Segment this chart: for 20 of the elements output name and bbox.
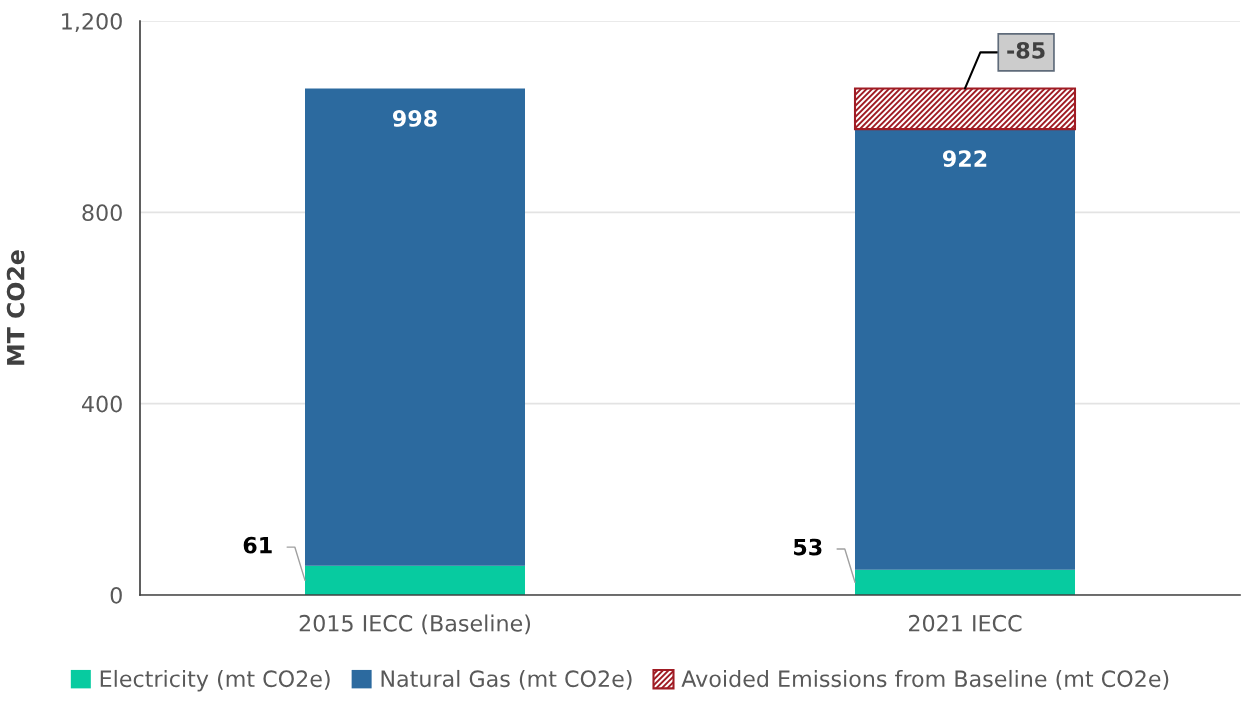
y-tick-label: 0 xyxy=(110,586,122,604)
data-label: 61 xyxy=(243,536,272,554)
legend-label: Natural Gas (mt CO2e) xyxy=(381,669,632,690)
bar xyxy=(305,565,525,595)
data-label: 53 xyxy=(794,538,822,556)
bar xyxy=(853,87,1077,131)
y-axis-title: MT CO2e xyxy=(6,250,25,365)
y-tick-label: 400 xyxy=(82,395,122,413)
x-tick-label: 2021 IECC xyxy=(909,614,1022,632)
legend-label: Avoided Emissions from Baseline (mt CO2e) xyxy=(681,669,1169,690)
data-label: 998 xyxy=(392,110,437,127)
data-label: 922 xyxy=(942,150,987,168)
legend-label: Electricity (mt CO2e) xyxy=(100,669,330,692)
data-label: -85 xyxy=(1007,41,1045,59)
y-tick-label: 800 xyxy=(82,204,122,222)
bar xyxy=(855,569,1075,595)
x-tick-label: 2015 IECC (Baseline) xyxy=(299,614,531,635)
bar xyxy=(855,128,1075,570)
bar xyxy=(305,88,525,566)
y-tick-label: 1,200 xyxy=(62,12,122,33)
